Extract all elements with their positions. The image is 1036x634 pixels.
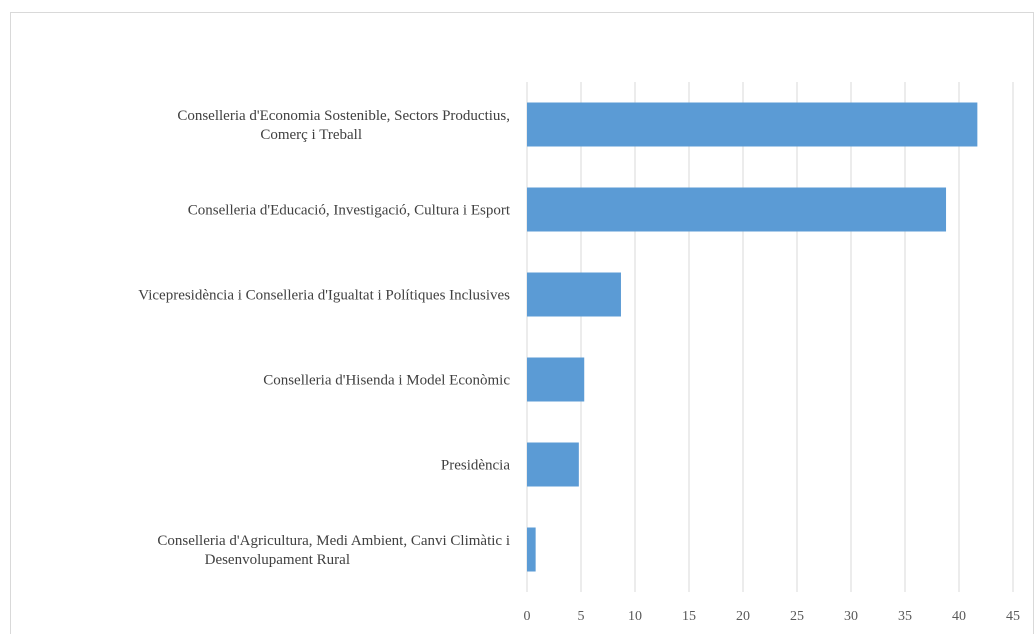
- bar: [527, 102, 978, 147]
- grid-layer: [526, 82, 1014, 592]
- x-tick-label: 40: [952, 609, 966, 624]
- category-label-line: Conselleria d'Agricultura, Medi Ambient,…: [157, 533, 510, 549]
- category-label-line: Conselleria d'Hisenda i Model Econòmic: [263, 373, 510, 389]
- category-label-line: Conselleria d'Economia Sostenible, Secto…: [177, 108, 510, 124]
- category-label: Vicepresidència i Conselleria d'Igualtat…: [138, 288, 510, 304]
- category-label-line: Vicepresidència i Conselleria d'Igualtat…: [138, 288, 510, 304]
- bar: [527, 442, 579, 487]
- bar: [527, 357, 585, 402]
- category-label: Conselleria d'Educació, Investigació, Cu…: [188, 203, 511, 219]
- x-tick-label: 10: [628, 609, 642, 624]
- x-tick-label: 35: [898, 609, 912, 624]
- category-label: Conselleria d'Agricultura, Medi Ambient,…: [157, 533, 510, 568]
- x-tick-label: 5: [578, 609, 585, 624]
- category-label-line: Comerç i Treball: [260, 127, 362, 143]
- bar: [527, 272, 621, 317]
- category-label-line: Presidència: [441, 458, 510, 474]
- category-label-layer: Conselleria d'Economia Sostenible, Secto…: [138, 108, 511, 568]
- category-label: Conselleria d'Economia Sostenible, Secto…: [177, 108, 510, 143]
- x-tick-label: 15: [682, 609, 696, 624]
- bar: [527, 527, 536, 572]
- x-tick-label: 45: [1006, 609, 1020, 624]
- category-label-line: Desenvolupament Rural: [205, 552, 350, 568]
- x-tick-label: 20: [736, 609, 750, 624]
- category-label: Presidència: [441, 458, 510, 474]
- bar-layer: [527, 102, 978, 572]
- tick-label-layer: 0 5 10 15 20 25 30 35 40 45: [524, 609, 1021, 624]
- x-tick-label: 0: [524, 609, 531, 624]
- category-label: Conselleria d'Hisenda i Model Econòmic: [263, 373, 510, 389]
- bar: [527, 187, 947, 232]
- category-label-line: Conselleria d'Educació, Investigació, Cu…: [188, 203, 511, 219]
- x-tick-label: 30: [844, 609, 858, 624]
- x-tick-label: 25: [790, 609, 804, 624]
